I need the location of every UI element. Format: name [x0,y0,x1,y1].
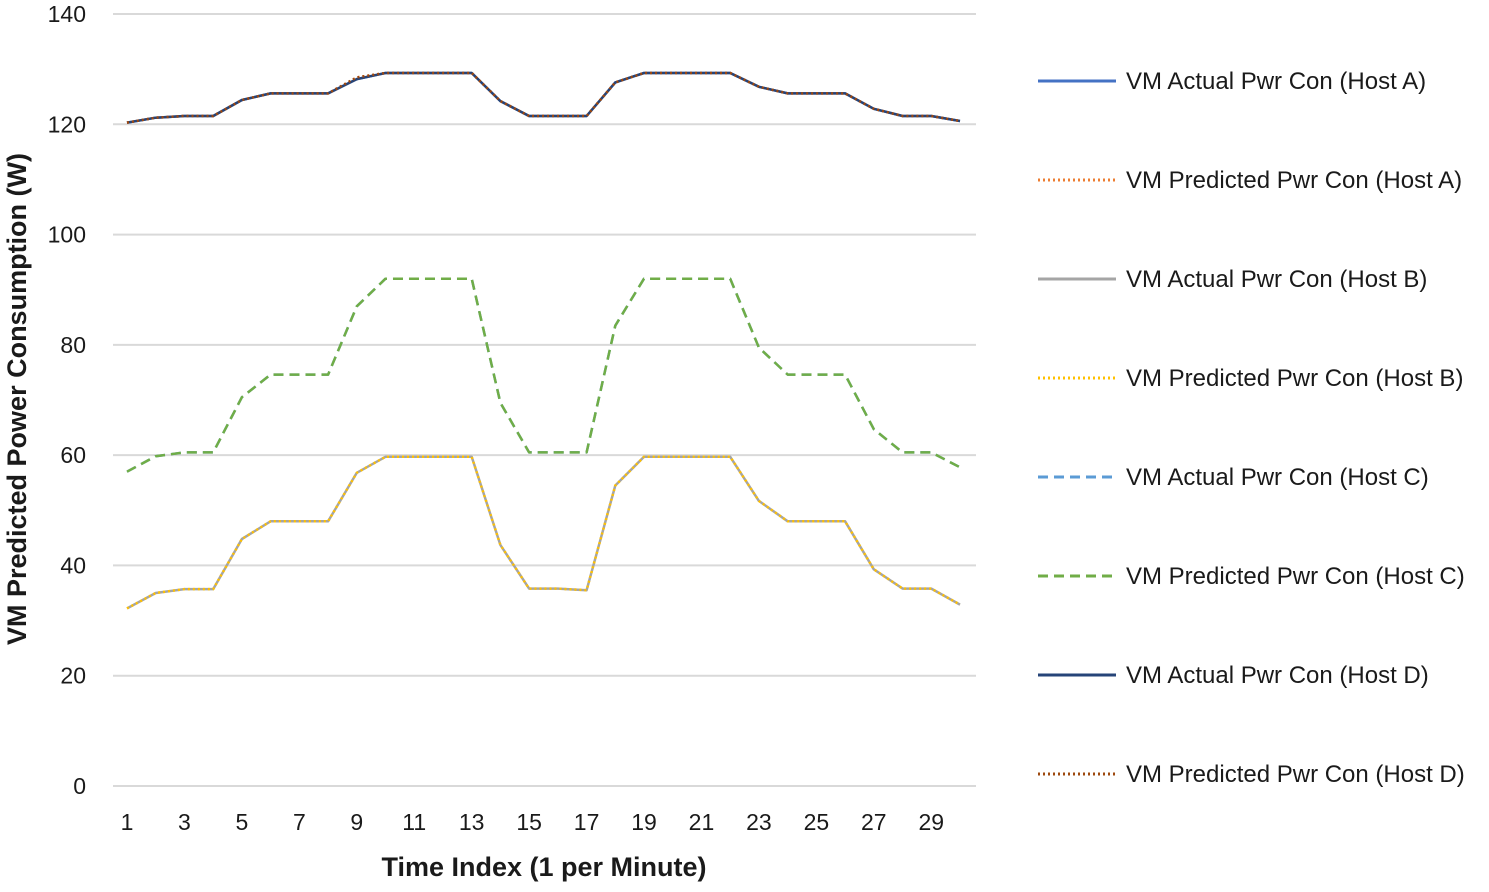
x-tick-label: 15 [516,809,542,835]
legend-label: VM Actual Pwr Con (Host B) [1126,266,1427,293]
y-tick-label: 60 [60,442,86,468]
x-axis-title: Time Index (1 per Minute) [381,852,706,882]
series-line-3 [126,455,961,610]
x-tick-label: 13 [459,809,485,835]
gridlines [113,13,976,787]
x-tick-label: 5 [235,809,248,835]
x-tick-label: 3 [178,809,191,835]
x-tick-label: 9 [350,809,363,835]
y-tick-label: 140 [48,1,86,27]
y-tick-label: 20 [60,663,86,689]
y-tick-label: 120 [48,111,86,137]
x-tick-label: 23 [746,809,772,835]
x-tick-label: 7 [293,809,306,835]
series-line-8 [126,71,961,124]
legend-label: VM Predicted Pwr Con (Host B) [1126,365,1463,392]
x-axis-ticks: 1 3 5 7 9 11 13 15 17 19 21 23 25 27 29 [121,809,944,835]
legend-label: VM Predicted Pwr Con (Host C) [1126,563,1465,590]
legend-label: VM Actual Pwr Con (Host C) [1126,464,1429,491]
y-tick-label: 100 [48,222,86,248]
x-tick-label: 27 [861,809,887,835]
series-lines [126,71,961,610]
x-tick-label: 25 [804,809,830,835]
x-tick-label: 1 [121,809,134,835]
x-tick-label: 29 [918,809,944,835]
y-axis-title: VM Predicted Power Consumption (W) [2,153,32,645]
y-tick-label: 80 [60,332,86,358]
series-line-4 [126,455,961,610]
legend-label: VM Actual Pwr Con (Host A) [1126,68,1426,95]
x-tick-label: 17 [574,809,600,835]
y-tick-label: 0 [73,773,86,799]
legend-label: VM Actual Pwr Con (Host D) [1126,662,1429,689]
x-tick-label: 11 [402,809,426,835]
x-tick-label: 21 [689,809,715,835]
series-line-6 [126,277,961,473]
legend: VM Actual Pwr Con (Host A) VM Predicted P… [1038,68,1465,788]
x-tick-label: 19 [631,809,657,835]
legend-label: VM Predicted Pwr Con (Host D) [1126,761,1465,788]
y-axis-ticks: 0 20 40 60 80 100 120 140 [48,1,86,799]
legend-label: VM Predicted Pwr Con (Host A) [1126,167,1462,194]
y-tick-label: 40 [60,552,86,578]
